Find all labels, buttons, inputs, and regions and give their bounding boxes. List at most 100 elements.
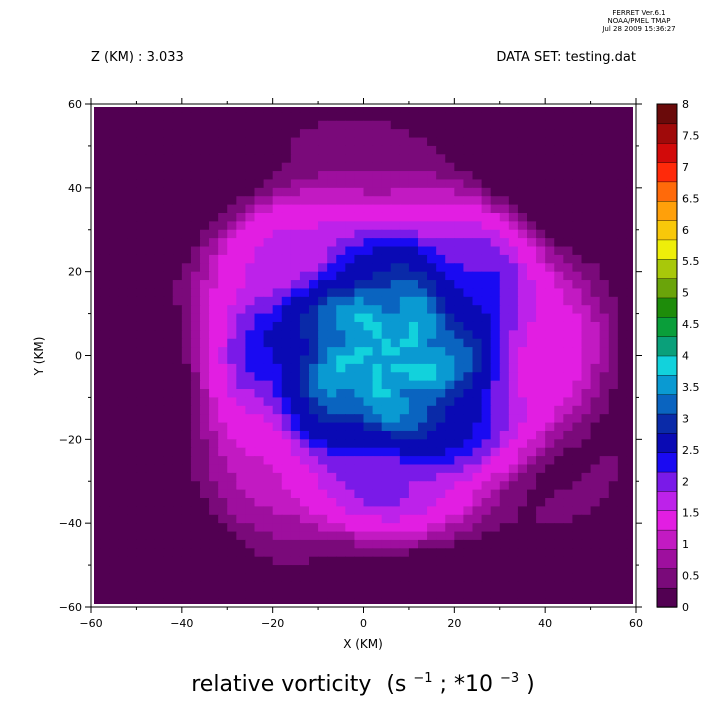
heatmap-cell	[254, 280, 265, 290]
heatmap-cell	[227, 439, 237, 449]
heatmap-cell	[345, 330, 356, 340]
heatmap-cell	[263, 129, 274, 139]
heatmap-cell	[245, 154, 256, 164]
heatmap-cell	[200, 397, 210, 407]
heatmap-cell	[363, 145, 374, 155]
heatmap-cell	[345, 430, 356, 440]
heatmap-cell	[363, 372, 374, 382]
heatmap-cell	[254, 321, 265, 331]
heatmap-cell	[590, 531, 601, 541]
heatmap-cell	[463, 414, 474, 424]
heatmap-cell	[172, 581, 183, 591]
heatmap-cell	[481, 296, 492, 306]
heatmap-cell	[127, 598, 138, 608]
heatmap-cell	[545, 405, 555, 415]
heatmap-cell	[617, 196, 628, 206]
heatmap-cell	[281, 523, 292, 533]
heatmap-cell	[290, 472, 301, 482]
heatmap-cell	[327, 112, 337, 122]
heatmap-cell	[572, 112, 583, 122]
heatmap-cell	[309, 481, 319, 491]
heatmap-cell	[254, 347, 265, 357]
heatmap-cell	[481, 221, 492, 231]
heatmap-cell	[163, 229, 174, 239]
heatmap-cell	[626, 590, 637, 600]
heatmap-cell	[599, 556, 610, 566]
heatmap-cell	[617, 263, 628, 273]
heatmap-cell	[390, 338, 401, 348]
heatmap-cell	[536, 112, 546, 122]
heatmap-cell	[399, 187, 410, 197]
heatmap-cell	[581, 514, 592, 524]
heatmap-cell	[536, 565, 546, 575]
heatmap-cell	[109, 238, 119, 248]
heatmap-cell	[563, 112, 574, 122]
heatmap-cell	[481, 481, 492, 491]
heatmap-cell	[345, 439, 356, 449]
heatmap-cell	[318, 162, 328, 172]
heatmap-cell	[100, 137, 110, 147]
heatmap-cell	[381, 422, 392, 432]
heatmap-cell	[617, 464, 628, 474]
heatmap-cell	[445, 523, 455, 533]
heatmap-cell	[154, 221, 165, 231]
heatmap-cell	[299, 598, 310, 608]
heatmap-cell	[599, 531, 610, 541]
heatmap-cell	[281, 288, 292, 298]
heatmap-cell	[626, 581, 637, 591]
heatmap-cell	[545, 389, 555, 399]
heatmap-cell	[281, 271, 292, 281]
heatmap-cell	[554, 523, 564, 533]
heatmap-cell	[536, 154, 546, 164]
heatmap-cell	[436, 347, 446, 357]
colorbar-label: 7.5	[682, 129, 700, 142]
heatmap-cell	[100, 397, 110, 407]
heatmap-cell	[481, 145, 492, 155]
heatmap-cell	[545, 171, 555, 181]
heatmap-cell	[127, 498, 138, 507]
heatmap-cell	[318, 363, 328, 373]
heatmap-cell	[381, 246, 392, 256]
heatmap-cell	[354, 171, 365, 181]
heatmap-cell	[445, 254, 455, 264]
heatmap-cell	[91, 254, 101, 264]
heatmap-cell	[163, 288, 174, 298]
heatmap-cell	[118, 556, 128, 566]
heatmap-cell	[454, 338, 465, 348]
heatmap-cell	[418, 221, 428, 231]
heatmap-cell	[200, 204, 210, 214]
heatmap-cell	[490, 246, 501, 256]
heatmap-cell	[481, 430, 492, 440]
heatmap-cell	[263, 171, 274, 181]
heatmap-cell	[617, 481, 628, 491]
heatmap-cell	[227, 372, 237, 382]
heatmap-cell	[218, 238, 228, 248]
heatmap-cell	[345, 565, 356, 575]
heatmap-cell	[490, 523, 501, 533]
heatmap-cell	[127, 472, 138, 482]
heatmap-cell	[163, 498, 174, 507]
heatmap-cell	[617, 598, 628, 608]
heatmap-cell	[181, 598, 192, 608]
heatmap-cell	[327, 581, 337, 591]
heatmap-cell	[408, 238, 419, 248]
heatmap-cell	[363, 120, 374, 130]
z-level-label: Z (KM) : 3.033	[91, 50, 184, 65]
colorbar-label: 8	[682, 98, 689, 111]
heatmap-cell	[381, 405, 392, 415]
heatmap-cell	[236, 414, 247, 424]
heatmap-cell	[463, 288, 474, 298]
heatmap-cell	[454, 531, 465, 541]
heatmap-cell	[436, 556, 446, 566]
heatmap-cell	[236, 405, 247, 415]
heatmap-cell	[218, 246, 228, 256]
heatmap-cell	[517, 481, 528, 491]
heatmap-cell	[563, 204, 574, 214]
heatmap-cell	[508, 464, 519, 474]
heatmap-cell	[454, 196, 465, 206]
heatmap-cell	[163, 263, 174, 273]
heatmap-cell	[163, 489, 174, 499]
heatmap-cell	[145, 514, 156, 524]
heatmap-cell	[236, 565, 247, 575]
heatmap-cell	[154, 447, 165, 457]
